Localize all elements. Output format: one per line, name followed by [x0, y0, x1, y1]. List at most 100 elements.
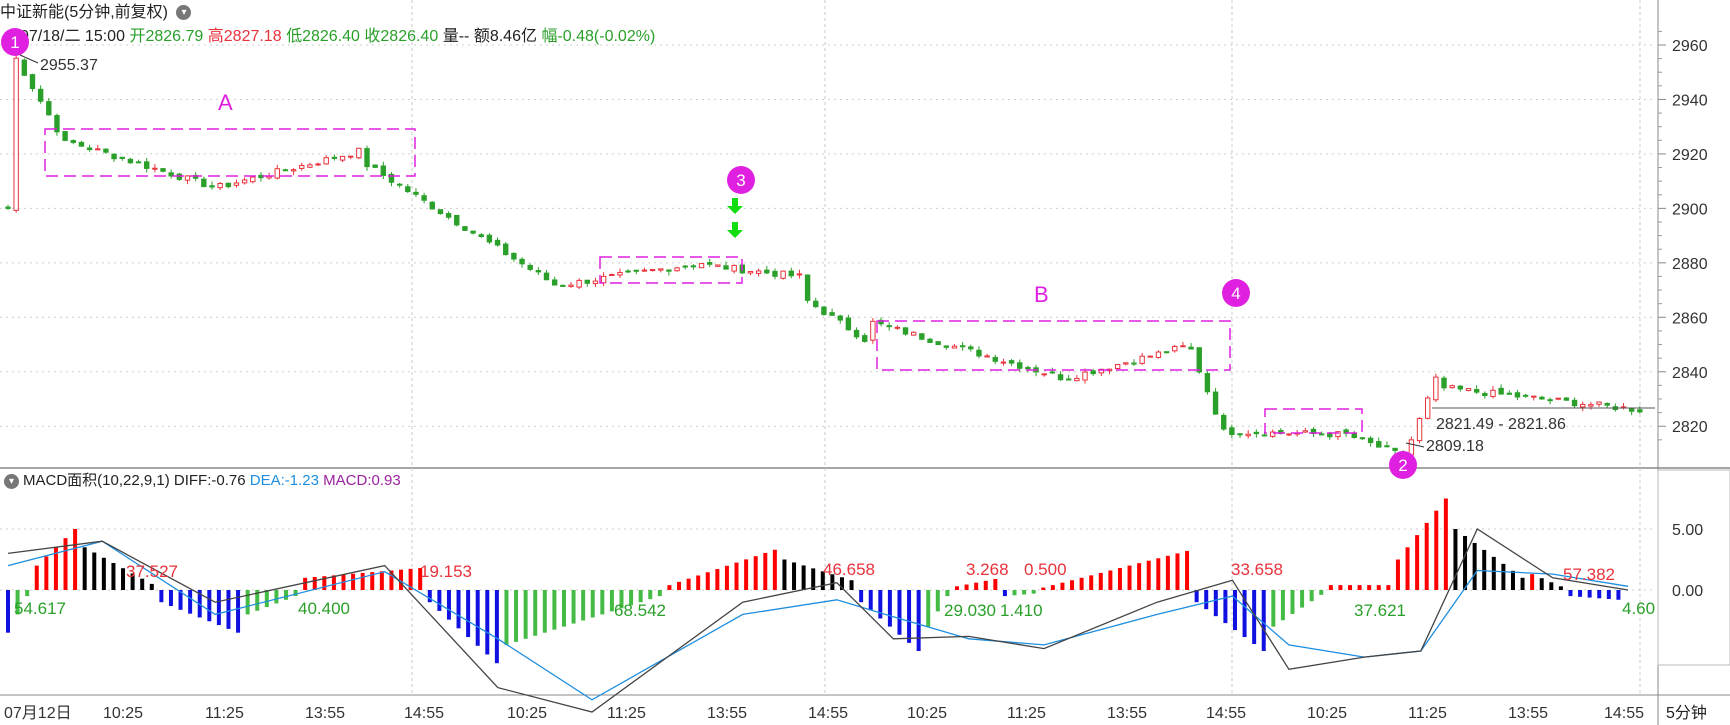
macd-bar: [1300, 590, 1305, 608]
candle-body: [1473, 389, 1480, 393]
candle-body: [1147, 355, 1153, 358]
candle-body: [250, 176, 256, 183]
macd-bar: [264, 590, 269, 608]
macd-bar: [216, 590, 221, 626]
macd-bar: [878, 590, 883, 619]
candle-body: [13, 57, 19, 211]
price-tick-label: 2880: [1672, 256, 1708, 273]
change-label: 幅: [541, 28, 558, 45]
candle-body: [551, 279, 558, 286]
candle-body: [323, 157, 329, 165]
macd-bar: [600, 590, 605, 615]
macd-bar: [1405, 547, 1410, 590]
macd-bar: [245, 590, 250, 615]
macd-bar: [1165, 555, 1170, 590]
candle-body: [1433, 376, 1439, 401]
candle-body: [984, 355, 990, 358]
macd-bar: [667, 585, 672, 590]
macd-bar: [686, 578, 691, 590]
candle-body: [609, 273, 615, 276]
candle-body: [658, 268, 664, 271]
candle-body: [1482, 392, 1488, 397]
candle-body: [1188, 346, 1194, 350]
candle-body: [1384, 445, 1390, 448]
macd-bar: [1002, 590, 1007, 597]
candle-body: [968, 346, 974, 350]
marker-1: [1, 28, 29, 56]
candle-body: [396, 183, 403, 186]
candle-body: [1155, 351, 1162, 358]
candle-body: [1531, 395, 1537, 398]
candle-body: [1269, 431, 1276, 437]
macd-bar: [159, 590, 164, 603]
close-value: 2826.40: [380, 28, 439, 45]
macd-bar: [677, 581, 682, 590]
macd-bar: [504, 590, 509, 645]
open-value: 2826.79: [145, 28, 204, 45]
candle-body: [1425, 397, 1431, 419]
macd-bar: [293, 590, 298, 597]
macd-area-label: 54.617: [14, 599, 66, 618]
macd-area-label: 33.658: [1231, 560, 1283, 579]
x-tick-label: 11:25: [205, 705, 244, 722]
candle-body: [1196, 347, 1202, 373]
candle-body: [649, 269, 656, 272]
candle-body: [951, 345, 958, 349]
macd-bar: [648, 590, 653, 600]
candle-body: [1090, 370, 1096, 375]
candle-body: [584, 279, 591, 284]
candle-body: [1498, 387, 1504, 395]
candle-body: [1065, 378, 1072, 381]
x-tick-label: 14:55: [404, 705, 444, 722]
dea-label: DEA:: [249, 472, 285, 489]
macd-bar: [657, 590, 662, 597]
macd-bar: [370, 572, 375, 590]
x-tick-label: 13:55: [305, 705, 345, 722]
macd-bar: [1491, 556, 1496, 590]
macd-bar: [168, 590, 173, 607]
candle-body: [527, 264, 533, 270]
close-label: 收: [364, 28, 381, 45]
macd-bar: [1328, 585, 1333, 590]
candle-body: [274, 168, 280, 179]
macd-bar: [101, 557, 106, 590]
candle-body: [976, 349, 982, 357]
x-tick-label: 13:55: [1107, 705, 1147, 722]
candle-body: [1131, 362, 1137, 365]
candle-body: [813, 300, 819, 308]
candle-body: [1465, 388, 1472, 391]
candle-body: [1376, 441, 1382, 448]
macd-bar: [868, 590, 873, 611]
candle-body: [1237, 433, 1243, 436]
x-tick-label: 07月12日: [4, 705, 72, 722]
x-tick-label: 14:55: [808, 705, 848, 722]
macd-bar: [859, 590, 864, 603]
candle-body: [462, 226, 468, 231]
candle-body: [870, 320, 876, 341]
chevron-down-icon[interactable]: ▾: [4, 473, 19, 489]
candle-body: [747, 270, 754, 274]
macd-bar: [1606, 590, 1611, 600]
macd-bar: [945, 590, 950, 597]
low-label: 低: [286, 28, 303, 45]
macd-bar: [1108, 570, 1113, 590]
chevron-down-icon[interactable]: ▾: [176, 5, 192, 21]
candle-body: [535, 270, 542, 273]
marker-1-label: 1: [10, 33, 19, 52]
candle-body: [372, 164, 378, 168]
macd-header: ▾ MACD面积(10,22,9,1) DIFF:-0.76 DEA:-1.23 …: [0, 469, 401, 493]
high-pointer: [19, 54, 39, 64]
candle-body: [1286, 433, 1292, 436]
macd-bar: [1117, 568, 1122, 590]
candle-body: [723, 265, 729, 270]
candle-body: [715, 264, 721, 267]
macd-bar: [475, 590, 480, 646]
candle-body: [690, 265, 697, 268]
box-consolidation-2: [1264, 408, 1363, 434]
macd-bar: [954, 586, 959, 590]
macd-area-label: 68.542: [614, 601, 666, 620]
candle-body: [633, 269, 639, 272]
macd-bar: [485, 590, 490, 655]
macd-bar: [744, 559, 749, 590]
